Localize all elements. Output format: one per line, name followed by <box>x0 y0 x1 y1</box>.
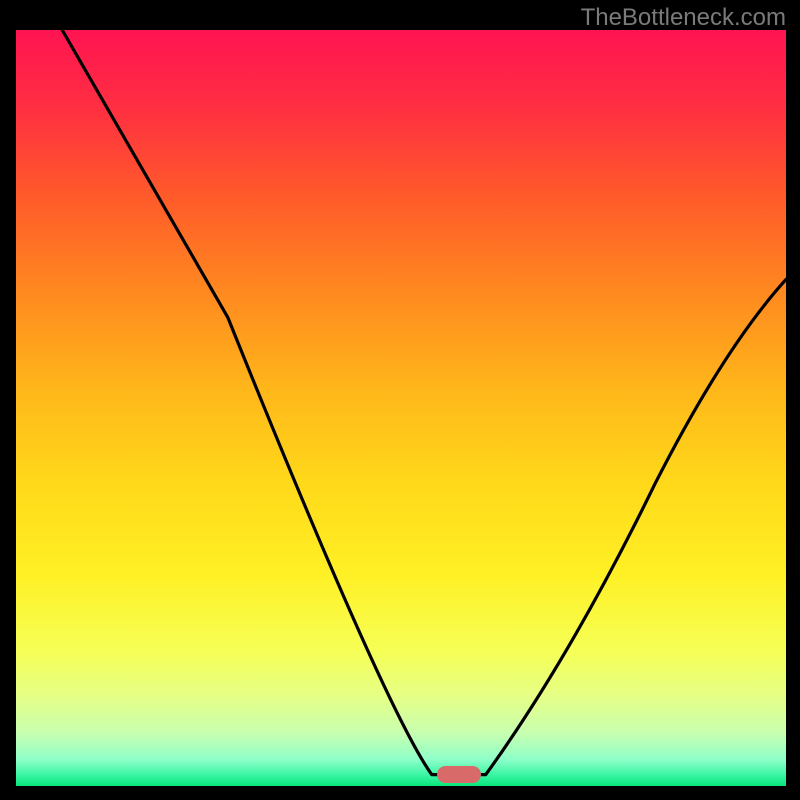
gradient-background <box>16 30 786 786</box>
bottleneck-chart: TheBottleneck.com <box>0 0 800 800</box>
watermark-text: TheBottleneck.com <box>581 4 786 32</box>
optimal-marker <box>437 766 481 783</box>
